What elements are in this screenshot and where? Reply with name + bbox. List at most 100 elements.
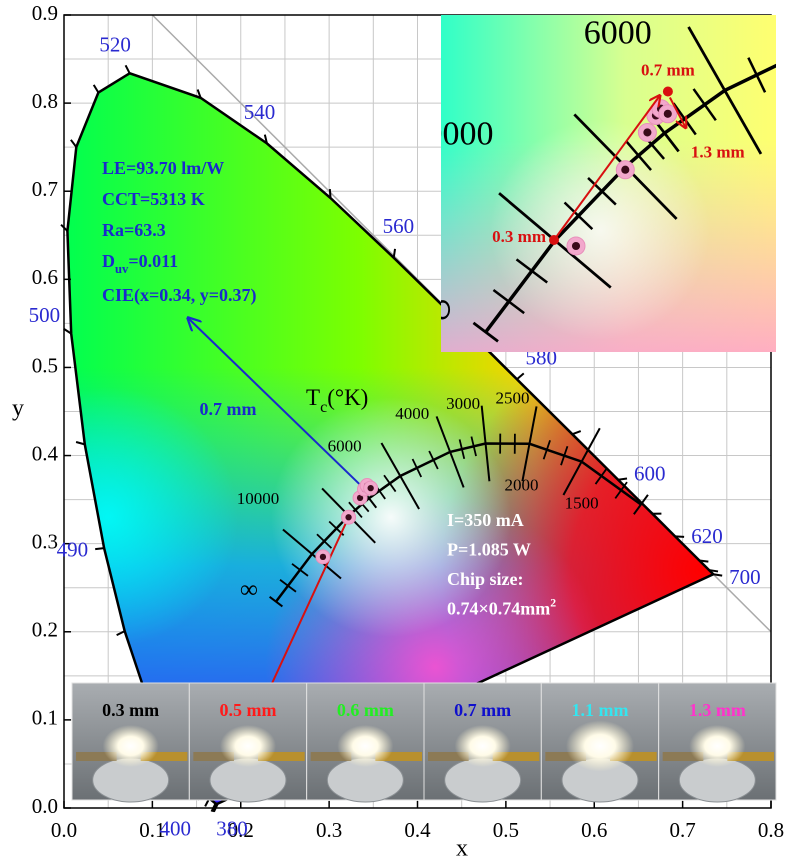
- locus-tick: [263, 134, 268, 144]
- locus-tick: [70, 139, 78, 148]
- cct-label: 6000: [584, 15, 652, 52]
- cct-label: 10000: [409, 115, 494, 152]
- locus-tick: [617, 477, 628, 481]
- isotherm-minor: [492, 288, 525, 315]
- text-part: =0.011: [128, 251, 178, 271]
- rich-text: Chip size:: [447, 569, 524, 589]
- x-tick-label: 0.2: [228, 818, 254, 842]
- x-tick-label: 0.1: [139, 818, 165, 842]
- locus-tick: [713, 573, 723, 577]
- isotherm-minor: [291, 563, 309, 577]
- led-clip: [727, 752, 774, 761]
- rich-text: I=350 mA: [447, 510, 524, 530]
- rich-text: LE=93.70 lm/W: [102, 158, 224, 178]
- text-part: 0.74×0.74mm: [447, 599, 550, 619]
- x-axis-label: x: [456, 836, 468, 860]
- locus-tick: [699, 559, 709, 563]
- x-tick-label: 0.8: [758, 818, 784, 842]
- photo-label: 0.3 mm: [102, 700, 159, 720]
- isotherm-minor: [279, 579, 297, 593]
- locus-tick: [95, 547, 105, 551]
- isotherm: [380, 442, 420, 510]
- y-tick-label: 0.3: [32, 529, 58, 553]
- locus-tick: [92, 84, 100, 94]
- wavelength-label: 540: [244, 100, 276, 124]
- isotherm: [687, 26, 763, 155]
- inset-label: 0.3 mm: [492, 227, 546, 246]
- isotherm-minor: [383, 474, 397, 493]
- rich-text: Ra=63.3: [102, 220, 166, 240]
- isotherm-minor: [563, 201, 594, 231]
- rich-text: Tc(°K): [306, 385, 368, 416]
- isotherm-minor: [348, 501, 363, 519]
- photo-label: 0.7 mm: [454, 700, 511, 720]
- inset: ∞100006000400030002500200015000.3 mm0.7 …: [409, 15, 796, 352]
- wavelength-label: 700: [729, 565, 761, 589]
- locus-tick: [392, 248, 397, 258]
- inset-dot: [662, 86, 673, 97]
- y-tick-label: 0.1: [32, 706, 58, 730]
- isotherm-minor: [780, 42, 796, 77]
- isotherm: [480, 405, 491, 482]
- led-clip: [140, 752, 188, 761]
- isotherm-minor: [542, 440, 551, 460]
- isotherm: [521, 406, 538, 482]
- locus-tick: [571, 430, 582, 436]
- locus-tick: [63, 327, 72, 335]
- rich-text: Duv=0.011: [102, 251, 178, 276]
- isotherm-minor: [614, 481, 628, 499]
- photo-label: 1.1 mm: [572, 700, 629, 720]
- isotherm-minor: [458, 439, 466, 460]
- x-tick-label: 0.5: [493, 818, 519, 842]
- cct-label: ∞: [240, 575, 258, 604]
- isotherm: [282, 528, 342, 580]
- sample-point: [643, 128, 652, 137]
- sample-point: [356, 494, 364, 501]
- isotherm: [562, 427, 601, 496]
- isotherm: [435, 416, 465, 488]
- locus-tick: [675, 535, 685, 538]
- locus-tick: [124, 64, 131, 74]
- isotherm: [472, 321, 499, 343]
- wavelength-label: 400: [159, 817, 191, 841]
- led-clip: [492, 752, 540, 761]
- led-clip: [76, 752, 117, 761]
- led-glow: [689, 725, 746, 767]
- led-glow: [102, 725, 159, 767]
- isotherm-minor: [515, 258, 548, 284]
- locus-tick: [75, 441, 86, 446]
- led-clip: [310, 752, 352, 761]
- led-glow: [337, 725, 394, 767]
- sample-point: [319, 553, 327, 561]
- wavelength-label: 500: [29, 303, 61, 327]
- y-tick-label: 0.5: [32, 353, 58, 377]
- rich-text: CCT=5313 K: [102, 189, 205, 209]
- arrow-label: 0.7 mm: [200, 399, 257, 419]
- x-tick-label: 0.7: [670, 818, 696, 842]
- inset-dot: [549, 235, 559, 245]
- locus-tick: [196, 89, 202, 99]
- inset-label: 1.3 mm: [691, 143, 745, 162]
- locus-tick: [212, 803, 219, 813]
- led-clip: [375, 752, 422, 761]
- locus-tick: [516, 372, 525, 381]
- blue-arrow: [188, 318, 364, 488]
- x-tick-label: 0.0: [51, 818, 77, 842]
- sample-point: [621, 165, 630, 174]
- photo-label: 1.3 mm: [689, 700, 746, 720]
- text-part: (°K): [327, 385, 368, 410]
- isotherm-minor: [625, 140, 652, 171]
- cct-label: 2500: [496, 388, 530, 407]
- cct-label: 4000: [395, 404, 429, 423]
- wavelength-label: 490: [57, 538, 89, 562]
- locus-tick: [708, 569, 719, 573]
- text-part: uv: [115, 262, 129, 276]
- inset-arrow: [669, 97, 686, 127]
- red-line: [267, 516, 350, 693]
- sample-point: [571, 241, 581, 251]
- led-clip: [545, 752, 586, 761]
- locus-tick: [328, 188, 332, 199]
- y-tick-label: 0.8: [32, 89, 58, 113]
- wavelength-label: 620: [691, 524, 723, 548]
- cct-label: 10000: [237, 489, 280, 508]
